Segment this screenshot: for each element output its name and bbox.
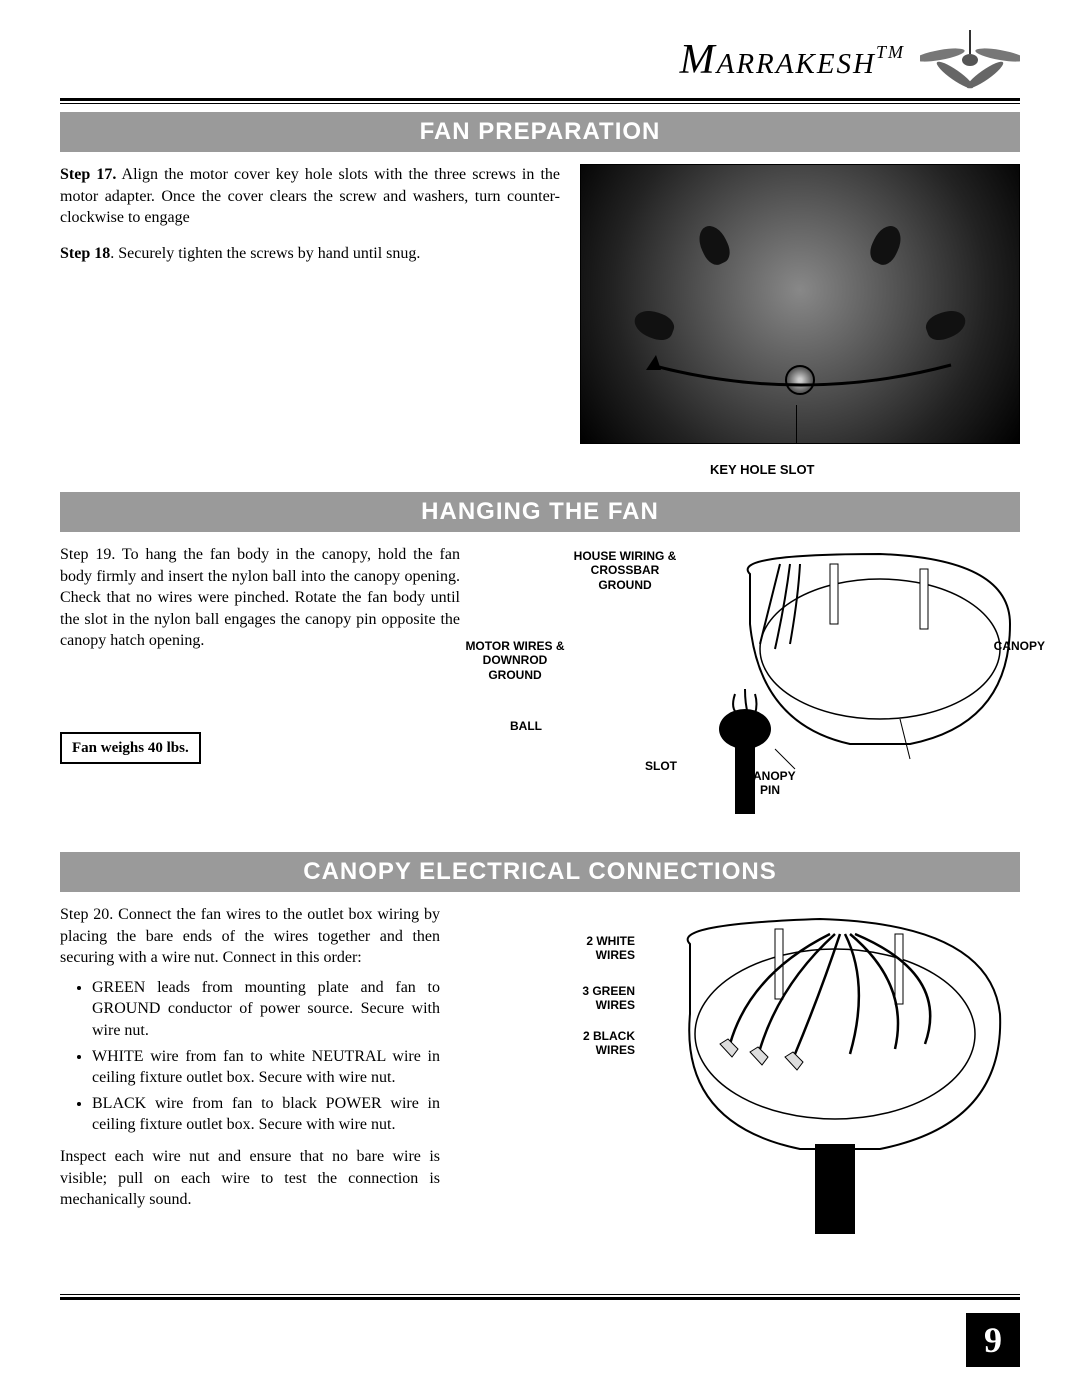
key-hole-slot-label: KEY HOLE SLOT: [710, 462, 815, 477]
bullet-black: BLACK wire from fan to black POWER wire …: [92, 1093, 440, 1136]
canopy-diagram-svg: [630, 544, 1020, 814]
step-17-text: Align the motor cover key hole slots wit…: [60, 166, 560, 226]
keyhole-shape: [923, 306, 969, 344]
fan-prep-image-col: KEY HOLE SLOT: [580, 164, 1020, 484]
step-20: Step 20. Connect the fan wires to the ou…: [60, 904, 440, 969]
bullet-green: GREEN leads from mounting plate and fan …: [92, 977, 440, 1042]
section-title-electrical: CANOPY ELECTRICAL CONNECTIONS: [60, 852, 1020, 892]
page-container: MarrakeshTM FAN PREPARATION Step 17. Ali…: [0, 0, 1080, 1397]
hanging-text-col: Step 19. To hang the fan body in the can…: [60, 544, 460, 764]
brand-text: Marrakesh: [680, 37, 876, 83]
rotation-arrow-icon: [641, 345, 961, 405]
header-rule: [60, 98, 1020, 104]
inspect-text: Inspect each wire nut and ensure that no…: [60, 1146, 440, 1211]
callout-line: [796, 405, 797, 444]
wire-connection-list: GREEN leads from mounting plate and fan …: [60, 977, 440, 1136]
fan-logo-icon: [920, 30, 1020, 90]
electrical-content: Step 20. Connect the fan wires to the ou…: [60, 904, 1020, 1264]
fan-weight-note: Fan weighs 40 lbs.: [60, 732, 201, 764]
label-green-wires: 3 GREEN WIRES: [565, 984, 635, 1013]
section-title-hanging: HANGING THE FAN: [60, 492, 1020, 532]
label-black-wires: 2 BLACK WIRES: [565, 1029, 635, 1058]
step-19-label: Step 19.: [60, 546, 115, 563]
brand-tm: TM: [876, 42, 905, 62]
label-house-wiring: HOUSE WIRING & CROSSBAR GROUND: [570, 549, 680, 592]
keyhole-shape: [866, 221, 906, 268]
bullet-white: WHITE wire from fan to white NEUTRAL wir…: [92, 1046, 440, 1089]
keyhole-shape: [694, 221, 734, 268]
footer-rule: [60, 1294, 1020, 1302]
step-19-text: To hang the fan body in the canopy, hold…: [60, 546, 460, 649]
page-number: 9: [966, 1313, 1020, 1367]
step-18: Step 18. Securely tighten the screws by …: [60, 243, 560, 265]
label-canopy: CANOPY: [994, 639, 1045, 653]
label-slot: SLOT: [645, 759, 677, 773]
label-motor-wires: MOTOR WIRES & DOWNROD GROUND: [460, 639, 570, 682]
hanging-diagram: HOUSE WIRING & CROSSBAR GROUND MOTOR WIR…: [480, 544, 1020, 824]
fan-prep-text: Step 17. Align the motor cover key hole …: [60, 164, 560, 484]
step-17-label: Step 17.: [60, 166, 116, 183]
fan-prep-content: Step 17. Align the motor cover key hole …: [60, 164, 1020, 484]
brand-name: MarrakeshTM: [680, 36, 905, 84]
step-17: Step 17. Align the motor cover key hole …: [60, 164, 560, 229]
electrical-diagram: 2 WHITE WIRES 3 GREEN WIRES 2 BLACK WIRE…: [520, 904, 1020, 1244]
wiring-diagram-svg: [620, 904, 1020, 1234]
electrical-text-col: Step 20. Connect the fan wires to the ou…: [60, 904, 440, 1211]
step-20-text: Connect the fan wires to the outlet box …: [60, 906, 440, 966]
step-18-text: . Securely tighten the screws by hand un…: [110, 245, 420, 262]
hanging-content: Step 19. To hang the fan body in the can…: [60, 544, 1020, 844]
section-title-fan-prep: FAN PREPARATION: [60, 112, 1020, 152]
step-20-label: Step 20.: [60, 906, 113, 923]
step-19: Step 19. To hang the fan body in the can…: [60, 544, 460, 652]
keyhole-shape: [631, 306, 677, 344]
motor-cover-photo: [580, 164, 1020, 444]
label-canopy-pin: CANOPY PIN: [735, 769, 805, 798]
label-white-wires: 2 WHITE WIRES: [565, 934, 635, 963]
label-ball: BALL: [510, 719, 542, 733]
page-header: MarrakeshTM: [60, 30, 1020, 90]
step-18-label: Step 18: [60, 245, 110, 262]
